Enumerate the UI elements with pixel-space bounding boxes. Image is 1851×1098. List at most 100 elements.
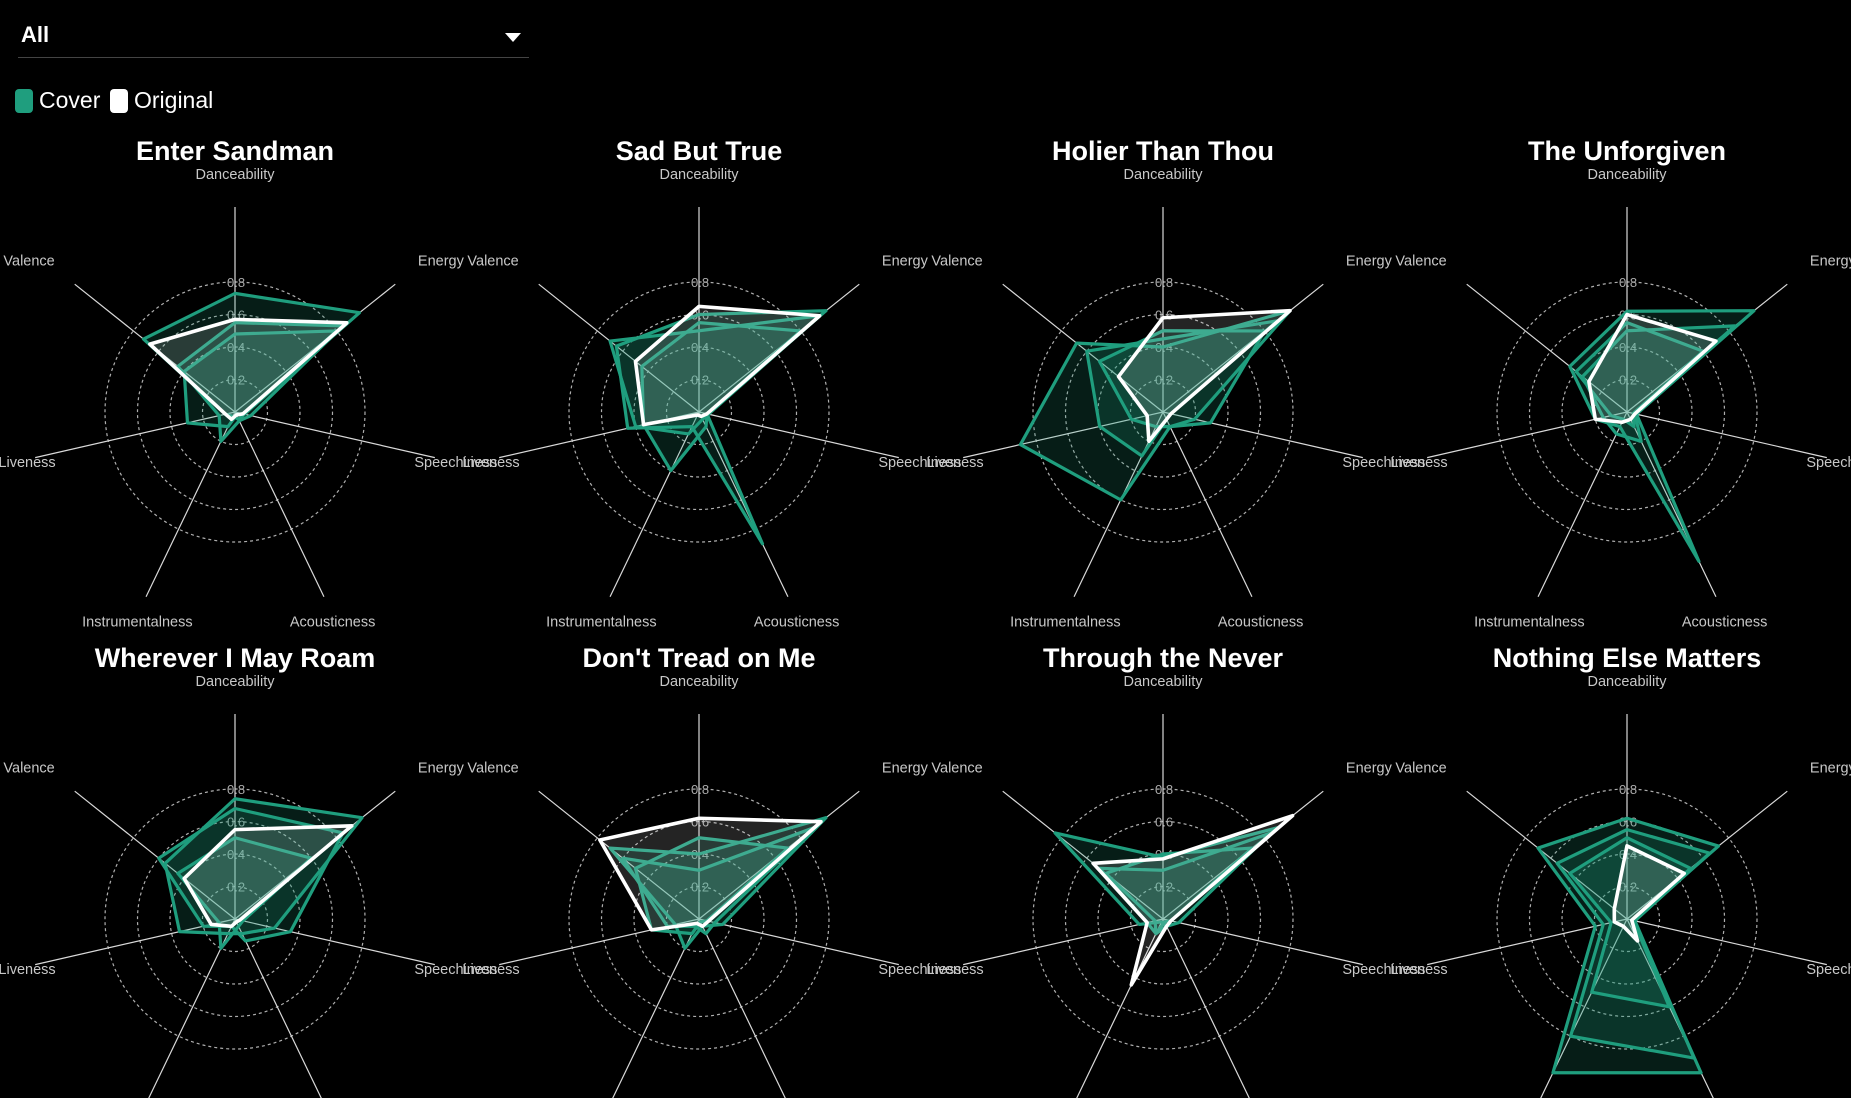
axis-label: Danceability [1588, 167, 1668, 183]
axis-label: Speechiness [414, 455, 497, 471]
grid-ring [633, 853, 765, 985]
chart-title: Enter Sandman [136, 136, 334, 166]
axis-label: Energy [418, 254, 465, 270]
axis-line [1466, 790, 1628, 920]
grid-ring [1561, 346, 1693, 478]
axis-label: Speechiness [414, 962, 497, 978]
axis-line [1002, 283, 1164, 413]
axis-line [1162, 283, 1324, 413]
tick-label: 0.4 [1619, 340, 1637, 355]
axis-label: Liveness [1390, 455, 1447, 471]
axis-line [1076, 918, 1164, 1098]
tick-label: 0.2 [691, 880, 709, 895]
chart-title: Sad But True [616, 136, 783, 166]
axis-line [148, 918, 236, 1098]
cover-series-polygon [1097, 329, 1267, 429]
tick-label: 0.8 [1619, 275, 1637, 290]
tick-label: 0.4 [227, 340, 245, 355]
axis-line [234, 411, 325, 597]
tick-label: 0.6 [1155, 815, 1173, 830]
axis-label: Danceability [196, 674, 276, 690]
axis-label: Speechiness [1342, 962, 1425, 978]
axis-label: Liveness [0, 962, 56, 978]
axis-label: Danceability [660, 674, 740, 690]
axis-line [963, 411, 1164, 459]
original-series-polygon [598, 816, 823, 932]
chart-title: Nothing Else Matters [1493, 643, 1762, 673]
cover-series-polygon [608, 816, 828, 950]
axis-line [234, 918, 435, 966]
axis-label: Instrumentalness [1010, 615, 1120, 631]
axis-line [1626, 411, 1827, 459]
axis-label: Energy [1810, 254, 1851, 270]
cover-swatch-icon [15, 89, 33, 113]
dropdown-selected-value: All [21, 22, 50, 47]
axis-label: Valence [3, 254, 54, 270]
axis-label: Liveness [462, 962, 519, 978]
axis-label: Danceability [196, 167, 276, 183]
axis-label: Valence [931, 761, 982, 777]
axis-label: Speechiness [1806, 962, 1851, 978]
axis-label: Acousticness [1218, 615, 1303, 631]
axis-line [145, 411, 236, 597]
axis-label: Liveness [926, 455, 983, 471]
tick-label: 0.2 [1619, 373, 1637, 388]
tick-label: 0.4 [691, 340, 709, 355]
axis-label: Instrumentalness [1474, 615, 1584, 631]
tick-label: 0.2 [1155, 373, 1173, 388]
song-filter-dropdown[interactable]: All [18, 14, 529, 58]
original-swatch-icon [110, 89, 128, 113]
tick-label: 0.2 [691, 373, 709, 388]
tick-label: 0.2 [227, 880, 245, 895]
tick-label: 0.8 [1155, 782, 1173, 797]
legend-label-original: Original [134, 87, 214, 113]
tick-label: 0.6 [227, 815, 245, 830]
axis-label: Instrumentalness [82, 615, 192, 631]
axis-line [609, 411, 700, 597]
tick-label: 0.8 [227, 275, 245, 290]
axis-label: Liveness [1390, 962, 1447, 978]
axis-label: Valence [1395, 254, 1446, 270]
chart-title: The Unforgiven [1528, 136, 1726, 166]
grid-ring [169, 346, 301, 478]
chevron-down-icon[interactable] [505, 33, 521, 42]
axis-label: Energy [1346, 761, 1393, 777]
axis-line [35, 411, 236, 459]
axis-line [538, 283, 700, 413]
tick-label: 0.2 [1619, 880, 1637, 895]
axis-label: Energy [418, 761, 465, 777]
axis-label: Acousticness [754, 615, 839, 631]
original-series-polygon [182, 823, 354, 929]
axis-line [1626, 411, 1717, 597]
tick-label: 0.8 [691, 782, 709, 797]
axis-line [1162, 918, 1250, 1098]
axis-label: Acousticness [290, 615, 375, 631]
axis-label: Valence [931, 254, 982, 270]
axis-label: Liveness [0, 455, 56, 471]
chart-title: Holier Than Thou [1052, 136, 1274, 166]
axis-line [1466, 283, 1628, 413]
grid-ring [1097, 853, 1229, 985]
axis-line [1162, 918, 1363, 966]
tick-label: 0.8 [1619, 782, 1637, 797]
grid-ring [1561, 853, 1693, 985]
tick-label: 0.2 [227, 373, 245, 388]
axis-label: Speechiness [878, 455, 961, 471]
original-series-polygon [1091, 813, 1295, 987]
axis-line [698, 411, 789, 597]
chart-title: Wherever I May Roam [95, 643, 376, 673]
axis-label: Valence [467, 254, 518, 270]
axis-label: Acousticness [1682, 615, 1767, 631]
axis-line [74, 790, 236, 920]
original-series-polygon [1587, 312, 1718, 425]
tick-label: 0.2 [1155, 880, 1173, 895]
axis-line [1002, 790, 1164, 920]
axis-line [234, 411, 435, 459]
tick-label: 0.4 [227, 847, 245, 862]
